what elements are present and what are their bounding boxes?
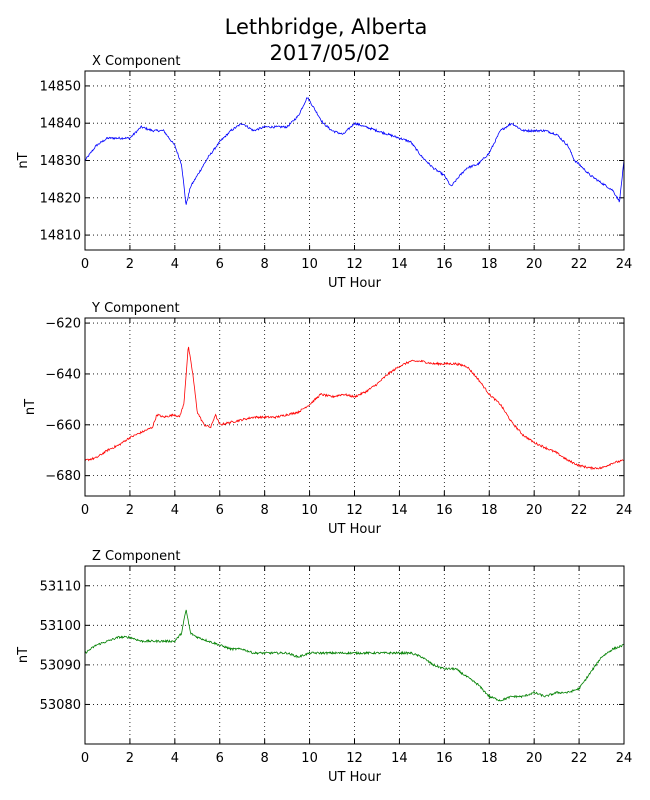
x-component-xtick-label: 14	[391, 257, 408, 272]
z-component-xtick-label: 4	[171, 751, 179, 766]
y-component-series-line	[84, 346, 625, 471]
x-component-xtick-label: 12	[346, 257, 363, 272]
z-component-xtick-label: 10	[301, 751, 318, 766]
x-component-xtick-label: 16	[436, 257, 453, 272]
z-component-ytick-label: 53090	[40, 658, 81, 673]
z-component-xtick-label: 20	[526, 751, 543, 766]
z-component-ytick-label: 53100	[40, 619, 81, 634]
z-component-xtick-label: 0	[81, 751, 89, 766]
z-component-xtick-label: 6	[216, 751, 224, 766]
x-component-plot-frame	[84, 70, 625, 251]
x-component-xtick-label: 2	[126, 257, 134, 272]
y-component-xlabel: UT Hour	[328, 522, 382, 537]
x-component-ylabel: nT	[16, 152, 31, 168]
x-component-xtick-label: 10	[301, 257, 318, 272]
z-component-xtick-label: 8	[261, 751, 269, 766]
z-component-plot-frame	[84, 565, 625, 745]
x-component-ytick-label: 14850	[40, 79, 81, 94]
y-component-xtick-label: 16	[436, 503, 453, 518]
y-component-xtick-label: 0	[81, 503, 89, 518]
x-component-xtick-label: 24	[616, 257, 633, 272]
x-component-xtick-label: 18	[481, 257, 498, 272]
x-component-xtick-label: 4	[171, 257, 179, 272]
x-component-xtick-label: 22	[571, 257, 588, 272]
z-component-xtick-label: 2	[126, 751, 134, 766]
z-component-xtick-label: 22	[571, 751, 588, 766]
y-component-ytick-label: −620	[45, 317, 81, 332]
z-component-xlabel: UT Hour	[328, 770, 382, 785]
z-component-xtick-label: 16	[436, 751, 453, 766]
y-component-xtick-label: 24	[616, 503, 633, 518]
z-component-xtick-label: 14	[391, 751, 408, 766]
y-component-xtick-label: 12	[346, 503, 363, 518]
z-component-ytick-label: 53110	[40, 579, 81, 594]
x-component-ytick-label: 14830	[40, 154, 81, 169]
y-component-title: Y Component	[91, 301, 180, 316]
y-component-xtick-label: 14	[391, 503, 408, 518]
y-component-plot-frame	[84, 317, 625, 497]
y-component-ytick-label: −640	[45, 367, 81, 382]
x-component-ytick-label: 14840	[40, 117, 81, 132]
x-component-xtick-label: 0	[81, 257, 89, 272]
z-component-ytick-label: 53080	[40, 698, 81, 713]
y-component-xtick-label: 22	[571, 503, 588, 518]
x-component-xlabel: UT Hour	[328, 276, 382, 291]
z-component-title: Z Component	[92, 549, 181, 564]
y-component-xtick-label: 8	[261, 503, 269, 518]
y-component-xtick-label: 6	[216, 503, 224, 518]
y-component-ytick-label: −660	[45, 418, 81, 433]
figure-title-location: Lethbridge, Alberta	[225, 15, 428, 39]
x-component-series-line	[84, 97, 625, 205]
y-component-xtick-label: 2	[126, 503, 134, 518]
y-component-xtick-label: 10	[301, 503, 318, 518]
y-component-xtick-label: 4	[171, 503, 179, 518]
z-component-xtick-label: 18	[481, 751, 498, 766]
z-component-ylabel: nT	[16, 647, 31, 663]
x-component-xtick-label: 6	[216, 257, 224, 272]
z-component-series-line	[84, 609, 625, 702]
x-component-xtick-label: 8	[261, 257, 269, 272]
figure-title-date: 2017/05/02	[269, 41, 390, 65]
y-component-ytick-label: −680	[45, 469, 81, 484]
z-component-xtick-label: 12	[346, 751, 363, 766]
y-component-xtick-label: 18	[481, 503, 498, 518]
y-component-ylabel: nT	[23, 399, 38, 415]
x-component-xtick-label: 20	[526, 257, 543, 272]
x-component-title: X Component	[92, 54, 181, 69]
z-component-xtick-label: 24	[616, 751, 633, 766]
x-component-ytick-label: 14810	[40, 229, 81, 244]
y-component-xtick-label: 20	[526, 503, 543, 518]
x-component-ytick-label: 14820	[40, 191, 81, 206]
